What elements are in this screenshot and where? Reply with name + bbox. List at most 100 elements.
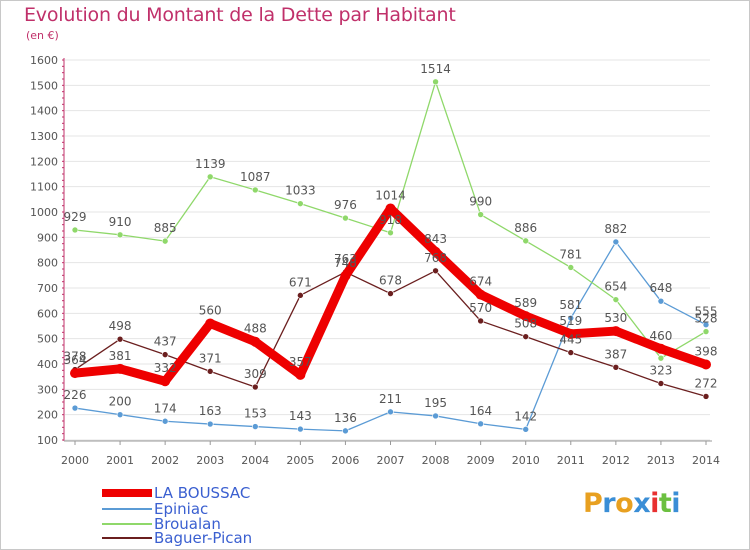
data-label-epiniac-2005: 143 [289, 409, 312, 423]
y-tick-label-1000: 1000 [30, 206, 58, 219]
data-point-broualan-2008 [432, 78, 439, 86]
y-tick-label-700: 700 [37, 282, 58, 295]
x-tick-label-2010: 2010 [512, 454, 540, 467]
data-point-broualan-2000 [71, 226, 79, 234]
data-label-baguer-pican-2002: 437 [154, 335, 177, 349]
data-point-la-boussac-2009 [475, 289, 486, 300]
data-point-la-boussac-2012 [610, 326, 621, 337]
x-tick-label-2000: 2000 [61, 454, 89, 467]
data-point-baguer-pican-2009 [477, 317, 484, 325]
legend-label-epiniac: Epiniac [154, 500, 209, 518]
data-point-broualan-2009 [477, 211, 484, 218]
data-label-epiniac-2001: 200 [109, 395, 132, 409]
data-point-la-boussac-2010 [520, 311, 531, 322]
y-tick-label-1100: 1100 [30, 181, 58, 194]
chart-title: Evolution du Montant de la Dette par Hab… [24, 4, 456, 26]
data-label-broualan-2009: 990 [469, 195, 492, 209]
y-tick-label-1600: 1600 [30, 54, 58, 67]
data-point-epiniac-2005 [297, 425, 304, 433]
data-point-epiniac-2013 [657, 297, 665, 305]
data-point-baguer-pican-2007 [387, 290, 394, 297]
x-tick-label-2011: 2011 [557, 454, 585, 467]
data-label-baguer-pican-2001: 498 [109, 319, 132, 333]
y-tick-label-800: 800 [37, 257, 58, 270]
data-label-la-boussac-2006: 748 [334, 256, 357, 270]
legend-swatch-baguer-pican [102, 537, 152, 539]
data-point-baguer-pican-2004 [251, 383, 259, 391]
data-label-baguer-pican-2010: 508 [514, 317, 537, 331]
data-label-epiniac-2006: 136 [334, 411, 357, 425]
data-label-broualan-2006: 976 [334, 198, 357, 212]
data-label-baguer-pican-2004: 309 [244, 367, 267, 381]
data-label-broualan-2007: 918 [379, 213, 402, 227]
chart-unit-label: (en €) [26, 29, 59, 42]
data-label-broualan-2001: 910 [109, 215, 132, 229]
legend-label-baguer-pican: Baguer-Pican [154, 529, 253, 547]
legend-item-broualan: Broualan [102, 515, 322, 533]
data-point-baguer-pican-2013 [657, 380, 665, 387]
data-point-baguer-pican-2011 [567, 349, 575, 356]
data-point-epiniac-2014 [702, 321, 710, 329]
y-tick-label-500: 500 [37, 333, 58, 346]
data-point-la-boussac-2008 [430, 246, 441, 257]
data-point-epiniac-2001 [116, 411, 124, 418]
x-tick-label-2013: 2013 [647, 454, 675, 467]
data-label-baguer-pican-2014: 272 [695, 376, 718, 390]
proxiti-logo: Proxiti [583, 488, 681, 519]
data-point-epiniac-2008 [432, 412, 439, 420]
data-point-baguer-pican-2012 [612, 363, 620, 371]
data-label-broualan-2008: 1514 [420, 62, 451, 76]
y-tick-label-300: 300 [37, 383, 58, 396]
data-label-la-boussac-2014: 398 [695, 345, 718, 359]
data-point-epiniac-2007 [387, 408, 394, 416]
data-point-la-boussac-2007 [385, 203, 396, 214]
data-point-epiniac-2004 [251, 423, 259, 430]
data-point-la-boussac-2011 [565, 328, 576, 339]
data-point-epiniac-2012 [612, 238, 620, 246]
data-label-la-boussac-2003: 560 [199, 303, 222, 317]
data-point-la-boussac-2003 [205, 318, 216, 329]
x-tick-label-2005: 2005 [286, 454, 314, 467]
x-tick-label-2008: 2008 [422, 454, 450, 467]
data-point-epiniac-2011 [567, 314, 575, 322]
data-point-broualan-2001 [116, 231, 124, 239]
data-label-baguer-pican-2011: 445 [559, 333, 582, 347]
data-point-la-boussac-2001 [115, 363, 126, 374]
data-label-epiniac-2011: 581 [559, 298, 582, 312]
logo-letter: i [671, 488, 681, 519]
legend-label-broualan: Broualan [154, 515, 221, 533]
data-label-broualan-2003: 1139 [195, 157, 226, 171]
data-label-epiniac-2014: 555 [695, 305, 718, 319]
data-label-la-boussac-2013: 460 [649, 329, 672, 343]
data-point-broualan-2004 [251, 186, 259, 194]
data-point-la-boussac-2006 [340, 270, 351, 281]
data-point-broualan-2003 [206, 173, 214, 181]
data-point-baguer-pican-2014 [702, 393, 710, 400]
data-point-broualan-2010 [522, 237, 530, 245]
y-tick-label-1300: 1300 [30, 130, 58, 143]
data-label-baguer-pican-2003: 371 [199, 351, 222, 365]
y-tick-label-100: 100 [37, 434, 58, 447]
logo-letter: P [583, 488, 603, 519]
data-label-la-boussac-2011: 519 [559, 314, 582, 328]
x-tick-label-2014: 2014 [692, 454, 720, 467]
data-label-baguer-pican-2007: 678 [379, 274, 402, 288]
data-label-broualan-2002: 885 [154, 221, 177, 235]
y-tick-label-1500: 1500 [30, 79, 58, 92]
logo-letter: t [658, 488, 672, 519]
data-label-broualan-2014: 528 [695, 312, 718, 326]
legend-swatch-epiniac [102, 508, 152, 510]
x-tick-label-2007: 2007 [377, 454, 405, 467]
data-point-broualan-2014 [702, 328, 710, 335]
x-tick-label-2006: 2006 [331, 454, 359, 467]
data-label-baguer-pican-2006: 763 [334, 252, 357, 266]
data-label-epiniac-2008: 195 [424, 396, 447, 410]
legend-label-la-boussac: LA BOUSSAC [154, 484, 251, 502]
data-label-baguer-pican-2008: 768 [424, 251, 447, 265]
data-point-broualan-2011 [567, 264, 575, 271]
y-tick-label-1200: 1200 [30, 155, 58, 168]
data-label-epiniac-2010: 142 [514, 409, 537, 423]
data-label-epiniac-2013: 648 [649, 281, 672, 295]
data-label-baguer-pican-2009: 570 [469, 301, 492, 315]
x-tick-label-2009: 2009 [467, 454, 495, 467]
